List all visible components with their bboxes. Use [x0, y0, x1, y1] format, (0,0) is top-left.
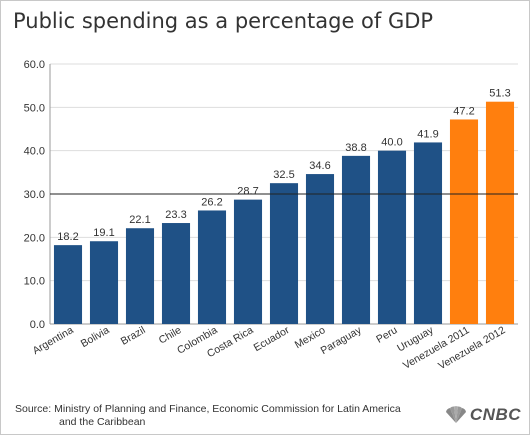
data-label: 23.3	[165, 209, 186, 221]
bar	[269, 183, 299, 324]
bar	[89, 241, 119, 324]
bar	[233, 199, 263, 324]
bar	[197, 210, 227, 324]
y-tick-label: 50.0	[24, 102, 45, 114]
x-tick-label: Brazil	[119, 324, 148, 348]
chart-title: Public spending as a percentage of GDP	[13, 9, 434, 33]
source-line-2: and the Caribbean	[59, 416, 146, 428]
source-note: Source: Ministry of Planning and Finance…	[15, 403, 415, 429]
data-label: 22.1	[129, 214, 150, 226]
y-tick-label: 30.0	[24, 189, 45, 201]
data-label: 18.2	[57, 231, 78, 243]
data-label: 34.6	[309, 160, 330, 172]
x-tick-label: Peru	[374, 324, 399, 346]
y-tick-label: 0.0	[30, 319, 45, 331]
x-tick-label: Paraguay	[319, 324, 365, 357]
bar	[341, 155, 371, 324]
data-label: 40.0	[381, 137, 402, 149]
bar	[125, 228, 155, 324]
peacock-icon	[445, 406, 466, 423]
data-label: 47.2	[453, 105, 474, 117]
bar	[485, 101, 515, 324]
source-line-1: Ministry of Planning and Finance, Econom…	[54, 403, 401, 415]
bar	[377, 150, 407, 324]
bar	[305, 174, 335, 324]
y-tick-label: 40.0	[24, 146, 45, 158]
data-label: 32.5	[273, 169, 294, 181]
x-tick-label: Bolivia	[79, 324, 112, 350]
data-label: 51.3	[489, 88, 510, 100]
bar	[53, 245, 83, 324]
bar	[161, 223, 191, 324]
logo-text: CNBC	[469, 405, 521, 424]
data-label: 28.7	[237, 186, 258, 198]
x-tick-label: Ecuador	[252, 324, 292, 354]
y-tick-label: 60.0	[24, 59, 45, 71]
data-label: 41.9	[417, 128, 438, 140]
y-tick-label: 20.0	[24, 232, 45, 244]
source-prefix: Source:	[15, 403, 52, 415]
y-tick-label: 10.0	[24, 276, 45, 288]
cnbc-logo: CNBC	[444, 405, 521, 425]
data-label: 38.8	[345, 142, 366, 154]
bar	[413, 142, 443, 324]
data-label: 19.1	[93, 227, 114, 239]
data-label: 26.2	[201, 196, 222, 208]
bar	[449, 119, 479, 324]
